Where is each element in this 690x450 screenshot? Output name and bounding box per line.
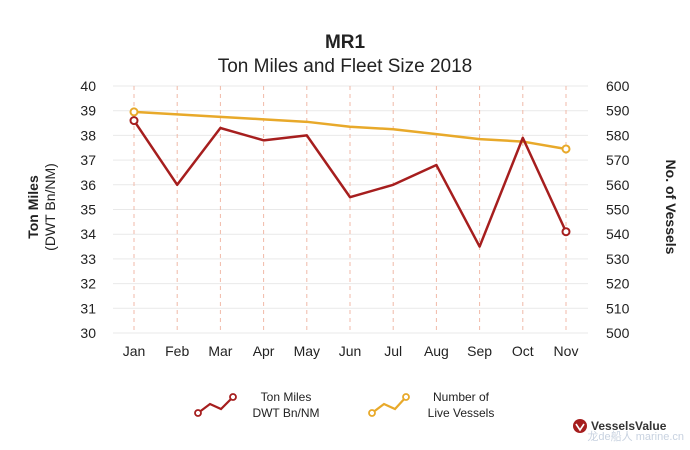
y-left-tick-34: 34 [80, 226, 96, 242]
x-tick-jun: Jun [339, 343, 362, 359]
left-axis-ticks: 30 31 32 33 34 35 36 37 38 39 40 [80, 78, 96, 341]
x-tick-nov: Nov [554, 343, 579, 359]
legend-label-vessels-line1: Number of [433, 390, 490, 404]
right-axis-ticks: 500 510 520 530 540 550 560 570 580 590 600 [606, 78, 630, 341]
y-left-tick-37: 37 [80, 152, 96, 168]
x-tick-sep: Sep [467, 343, 492, 359]
chart-title: MR1 [325, 32, 366, 53]
y-right-tick-530: 530 [606, 251, 630, 267]
legend-label-ton-miles-line2: DWT Bn/NM [252, 406, 319, 420]
legend-icon-ton-miles [194, 393, 237, 417]
series-point-ton-miles-jan [129, 116, 139, 126]
x-tick-jan: Jan [123, 343, 146, 359]
x-tick-aug: Aug [424, 343, 449, 359]
y-right-tick-510: 510 [606, 300, 630, 316]
legend-marker-ton-miles-start [194, 409, 202, 417]
legend-line-ton-miles [197, 396, 234, 414]
legend-marker-live-vessels-end [402, 393, 410, 401]
y-left-tick-38: 38 [80, 127, 96, 143]
x-tick-apr: Apr [253, 343, 275, 359]
chart-subtitle: Ton Miles and Fleet Size 2018 [218, 56, 473, 77]
y-right-tick-580: 580 [606, 127, 630, 143]
watermark: 龙de船人 marine.cn [587, 429, 684, 443]
y-left-tick-35: 35 [80, 202, 96, 218]
y-right-tick-500: 500 [606, 325, 630, 341]
vesselsvalue-logo: VesselsValue [573, 419, 667, 433]
series-point-live-vessels-jan [129, 107, 139, 117]
y-right-tick-520: 520 [606, 276, 630, 292]
x-tick-jul: Jul [384, 343, 402, 359]
y-left-tick-30: 30 [80, 325, 96, 341]
left-axis-unit: (DWT Bn/NM) [42, 163, 58, 251]
legend-label-vessels-line2: Live Vessels [428, 406, 495, 420]
x-axis-ticks: Jan Feb Mar Apr May Jun Jul Aug Sep Oct Nov [123, 343, 579, 359]
legend-line-live-vessels [371, 396, 407, 414]
y-right-tick-560: 560 [606, 177, 630, 193]
y-right-tick-600: 600 [606, 78, 630, 94]
legend: Ton Miles DWT Bn/NM Number of Live Vesse… [194, 390, 495, 420]
legend-marker-ton-miles-end [229, 393, 237, 401]
vesselsvalue-logo-icon [573, 419, 587, 433]
series-point-live-vessels-nov [561, 144, 571, 154]
y-left-tick-40: 40 [80, 78, 96, 94]
legend-label-ton-miles-line1: Ton Miles [261, 390, 312, 404]
series-point-ton-miles-nov [561, 227, 571, 237]
right-axis-label: No. of Vessels [663, 160, 679, 255]
y-right-tick-550: 550 [606, 202, 630, 218]
y-left-tick-31: 31 [80, 300, 96, 316]
x-tick-mar: Mar [208, 343, 232, 359]
vesselsvalue-logo-text: VesselsValue [591, 419, 667, 433]
y-right-tick-540: 540 [606, 226, 630, 242]
vesselsvalue-logo-mark [575, 423, 585, 432]
series-line-ton-miles [132, 119, 568, 248]
series-line-live-vessels [133, 110, 567, 151]
y-left-tick-32: 32 [80, 276, 96, 292]
left-axis-label: Ton Miles [25, 175, 41, 239]
x-tick-feb: Feb [165, 343, 189, 359]
x-tick-oct: Oct [512, 343, 534, 359]
x-tick-may: May [294, 343, 320, 359]
y-left-tick-36: 36 [80, 177, 96, 193]
y-right-tick-570: 570 [606, 152, 630, 168]
series-layer [129, 107, 571, 248]
y-right-tick-590: 590 [606, 103, 630, 119]
legend-icon-live-vessels [368, 393, 410, 417]
y-left-tick-33: 33 [80, 251, 96, 267]
y-left-tick-39: 39 [80, 103, 96, 119]
legend-marker-live-vessels-start [368, 409, 376, 417]
